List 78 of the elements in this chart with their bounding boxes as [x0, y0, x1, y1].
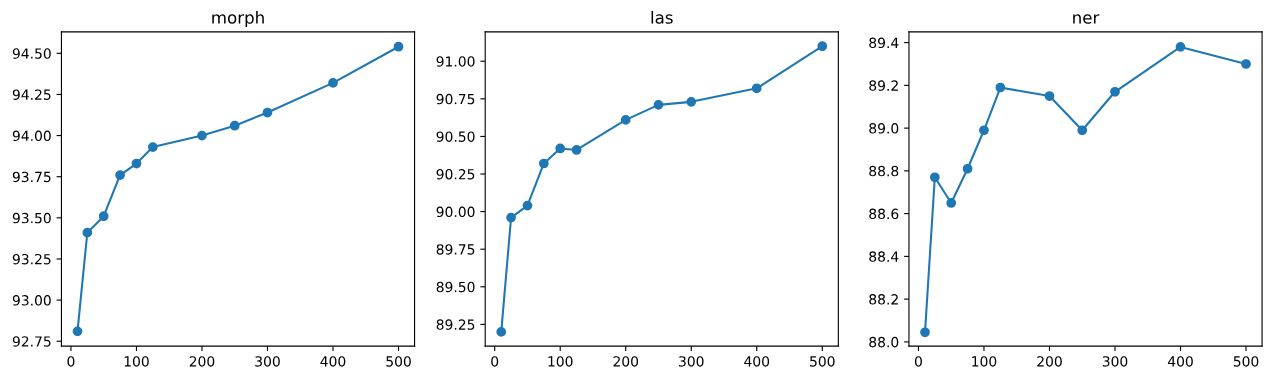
point [538, 158, 549, 169]
y-tick-label: 90.75 [436, 93, 475, 105]
x-tick-label: 100 [124, 356, 149, 367]
point [571, 145, 582, 155]
y-tick-label: 88.4 [869, 251, 899, 262]
point [946, 198, 957, 208]
y-tick-label: 89.2 [869, 80, 898, 91]
y-tick-label: 88.8 [869, 165, 899, 177]
x-tick-label: 500 [386, 356, 411, 367]
point [817, 41, 828, 52]
point [555, 143, 566, 154]
y-tick-label: 93.75 [12, 171, 51, 183]
y-tick-label: 89.50 [436, 281, 475, 293]
point [147, 142, 158, 152]
x-tick-label: 0 [67, 356, 75, 367]
y-tick-label: 88.2 [869, 294, 898, 305]
point [72, 326, 83, 337]
point [686, 96, 697, 107]
y-tick-label: 89.0 [869, 123, 899, 134]
y-tick-label: 90.25 [436, 168, 475, 180]
x-tick-label: 400 [320, 356, 346, 367]
point [393, 41, 404, 52]
y-tick-label: 92.75 [12, 336, 51, 347]
y-tick-label: 93.25 [12, 253, 51, 265]
x-tick-label: 300 [1102, 356, 1128, 367]
point [1077, 125, 1088, 136]
point [1241, 59, 1251, 69]
point [131, 158, 142, 169]
point [229, 120, 240, 131]
x-tick-label: 300 [255, 356, 280, 367]
y-tick-label: 88.6 [869, 208, 899, 220]
point [962, 163, 973, 174]
x-tick-label: 400 [1167, 356, 1193, 367]
point [328, 78, 338, 88]
y-tick-label: 90.00 [436, 206, 475, 218]
y-tick-label: 88.0 [869, 336, 899, 348]
x-tick-label: 100 [972, 356, 997, 367]
y-tick-label: 89.25 [436, 319, 475, 330]
y-tick-label: 93.00 [12, 295, 51, 306]
point [522, 200, 533, 211]
x-tick-label: 200 [1037, 356, 1062, 367]
point [115, 170, 125, 180]
point [98, 211, 109, 222]
x-tick-label: 200 [613, 356, 639, 367]
x-tick-label: 300 [679, 356, 704, 367]
point [620, 115, 631, 125]
point [262, 107, 273, 118]
point [979, 125, 989, 136]
x-tick-label: 500 [1233, 356, 1259, 367]
point [751, 83, 762, 94]
y-tick-label: 94.50 [12, 48, 51, 59]
y-tick-label: 89.4 [869, 37, 899, 49]
point [82, 227, 93, 238]
y-tick-label: 91.00 [436, 56, 475, 67]
point [506, 212, 516, 223]
y-tick-label: 94.25 [12, 89, 51, 100]
x-tick-label: 0 [491, 356, 499, 367]
y-tick-label: 89.75 [436, 244, 475, 255]
chart-title: morph [212, 10, 264, 28]
point [496, 327, 507, 337]
point [929, 172, 940, 183]
point [1110, 86, 1120, 97]
point [1044, 91, 1055, 101]
point [197, 130, 207, 141]
point [1175, 42, 1186, 52]
y-tick-label: 94.00 [12, 130, 51, 142]
point [920, 327, 930, 338]
chart-title: las [651, 10, 673, 24]
x-tick-label: 0 [914, 356, 922, 367]
point [995, 82, 1006, 93]
chart-title: ner [1073, 14, 1100, 24]
y-tick-label: 93.50 [12, 212, 51, 224]
x-tick-label: 200 [189, 356, 215, 367]
x-tick-label: 100 [548, 356, 573, 367]
point [653, 99, 664, 110]
y-tick-label: 90.50 [436, 131, 475, 142]
x-tick-label: 500 [810, 356, 835, 367]
x-tick-label: 400 [744, 356, 770, 367]
